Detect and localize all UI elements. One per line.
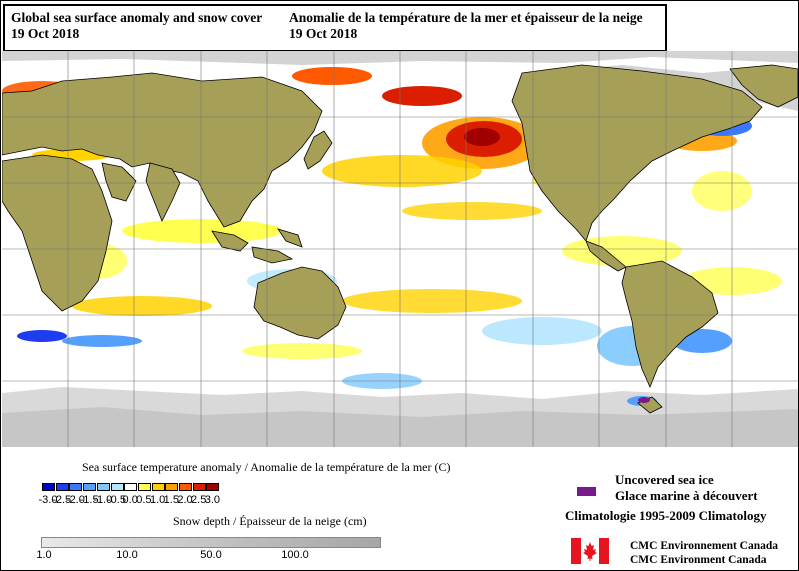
greenland-landmass xyxy=(729,64,798,108)
world-map xyxy=(2,51,798,447)
central-america-landmass xyxy=(585,240,627,272)
agency-label-en: CMC Environment Canada xyxy=(630,554,767,566)
sst-swatch xyxy=(69,483,83,491)
india-landmass xyxy=(145,162,181,222)
ice-label-en: Uncovered sea ice xyxy=(615,472,714,487)
sst-swatch xyxy=(192,483,206,491)
land-masses xyxy=(2,64,798,414)
title-en-text: Global sea surface anomaly and snow cove… xyxy=(11,10,263,25)
snow-tick-label: 1.0 xyxy=(36,549,52,561)
sst-swatch xyxy=(55,483,69,491)
sst-swatch xyxy=(137,483,151,491)
sst-swatch xyxy=(151,483,165,491)
climatology-label: Climatologie 1995-2009 Climatology xyxy=(565,508,767,523)
date-en-text: 19 Oct 2018 xyxy=(11,26,80,41)
snow-tick-label: 10.0 xyxy=(116,549,138,561)
sst-tick-label: 2.5 xyxy=(191,494,207,506)
legend-panel: Sea surface temperature anomaly / Anomal… xyxy=(0,448,799,571)
north-america-landmass xyxy=(511,64,763,242)
sst-tick-label: -0.5 xyxy=(107,494,126,506)
sst-tick-label: -1.0 xyxy=(93,494,113,506)
title-fr-text: Anomalie de la température de la mer et … xyxy=(289,10,643,25)
snow-tick-label: 50.0 xyxy=(200,549,222,561)
sst-warm-anomalies xyxy=(2,67,782,359)
japan-landmass xyxy=(303,130,333,170)
title-french: Anomalie de la température de la mer et … xyxy=(289,10,643,42)
sst-tick-label: -1.5 xyxy=(79,494,99,506)
canada-flag-icon xyxy=(571,538,609,564)
ice-label-fr: Glace marine à découvert xyxy=(615,488,758,503)
snow-tick-label: 100.0 xyxy=(281,549,309,561)
sst-swatch xyxy=(179,483,192,491)
south-america-landmass xyxy=(621,260,719,389)
maritime-continent xyxy=(211,228,303,264)
sst-tick-label: 3.0 xyxy=(204,494,221,506)
sst-swatch xyxy=(83,483,97,491)
sst-tick-label: 1.5 xyxy=(163,494,179,506)
title-box: Global sea surface anomaly and snow cove… xyxy=(3,4,667,52)
sst-tick-label: -3.0 xyxy=(38,494,58,506)
africa-landmass xyxy=(2,154,113,312)
graticule xyxy=(2,51,798,447)
sst-swatch xyxy=(42,483,55,491)
australia-landmass xyxy=(253,266,347,340)
sst-tick-label: 0.0 xyxy=(122,494,138,506)
arabia-landmass xyxy=(101,162,137,202)
title-english: Global sea surface anomaly and snow cove… xyxy=(11,10,262,42)
date-fr-text: 19 Oct 2018 xyxy=(289,26,358,41)
sst-tick-label: 0.5 xyxy=(136,494,152,506)
uncovered-sea-ice xyxy=(638,397,650,403)
sst-swatch xyxy=(124,483,138,491)
sst-tick-label: 1.0 xyxy=(149,494,166,506)
snow-legend-title: Snow depth / Épaisseur de la neige (cm) xyxy=(173,514,367,528)
sst-swatch xyxy=(110,483,124,491)
agency-label-fr: CMC Environnement Canada xyxy=(630,540,779,552)
sst-legend-title: Sea surface temperature anomaly / Anomal… xyxy=(82,460,451,474)
sst-swatch xyxy=(96,483,110,491)
eurasia-landmass xyxy=(2,72,323,228)
sst-tick-label: 2.0 xyxy=(177,494,193,506)
sea-ice-swatch xyxy=(577,487,596,496)
sst-swatch xyxy=(206,483,220,491)
snow-depth-bar xyxy=(41,537,381,548)
sst-tick-label: -2.0 xyxy=(65,494,85,506)
sst-tick-label: -2.5 xyxy=(52,494,72,506)
sst-swatch xyxy=(165,483,179,491)
